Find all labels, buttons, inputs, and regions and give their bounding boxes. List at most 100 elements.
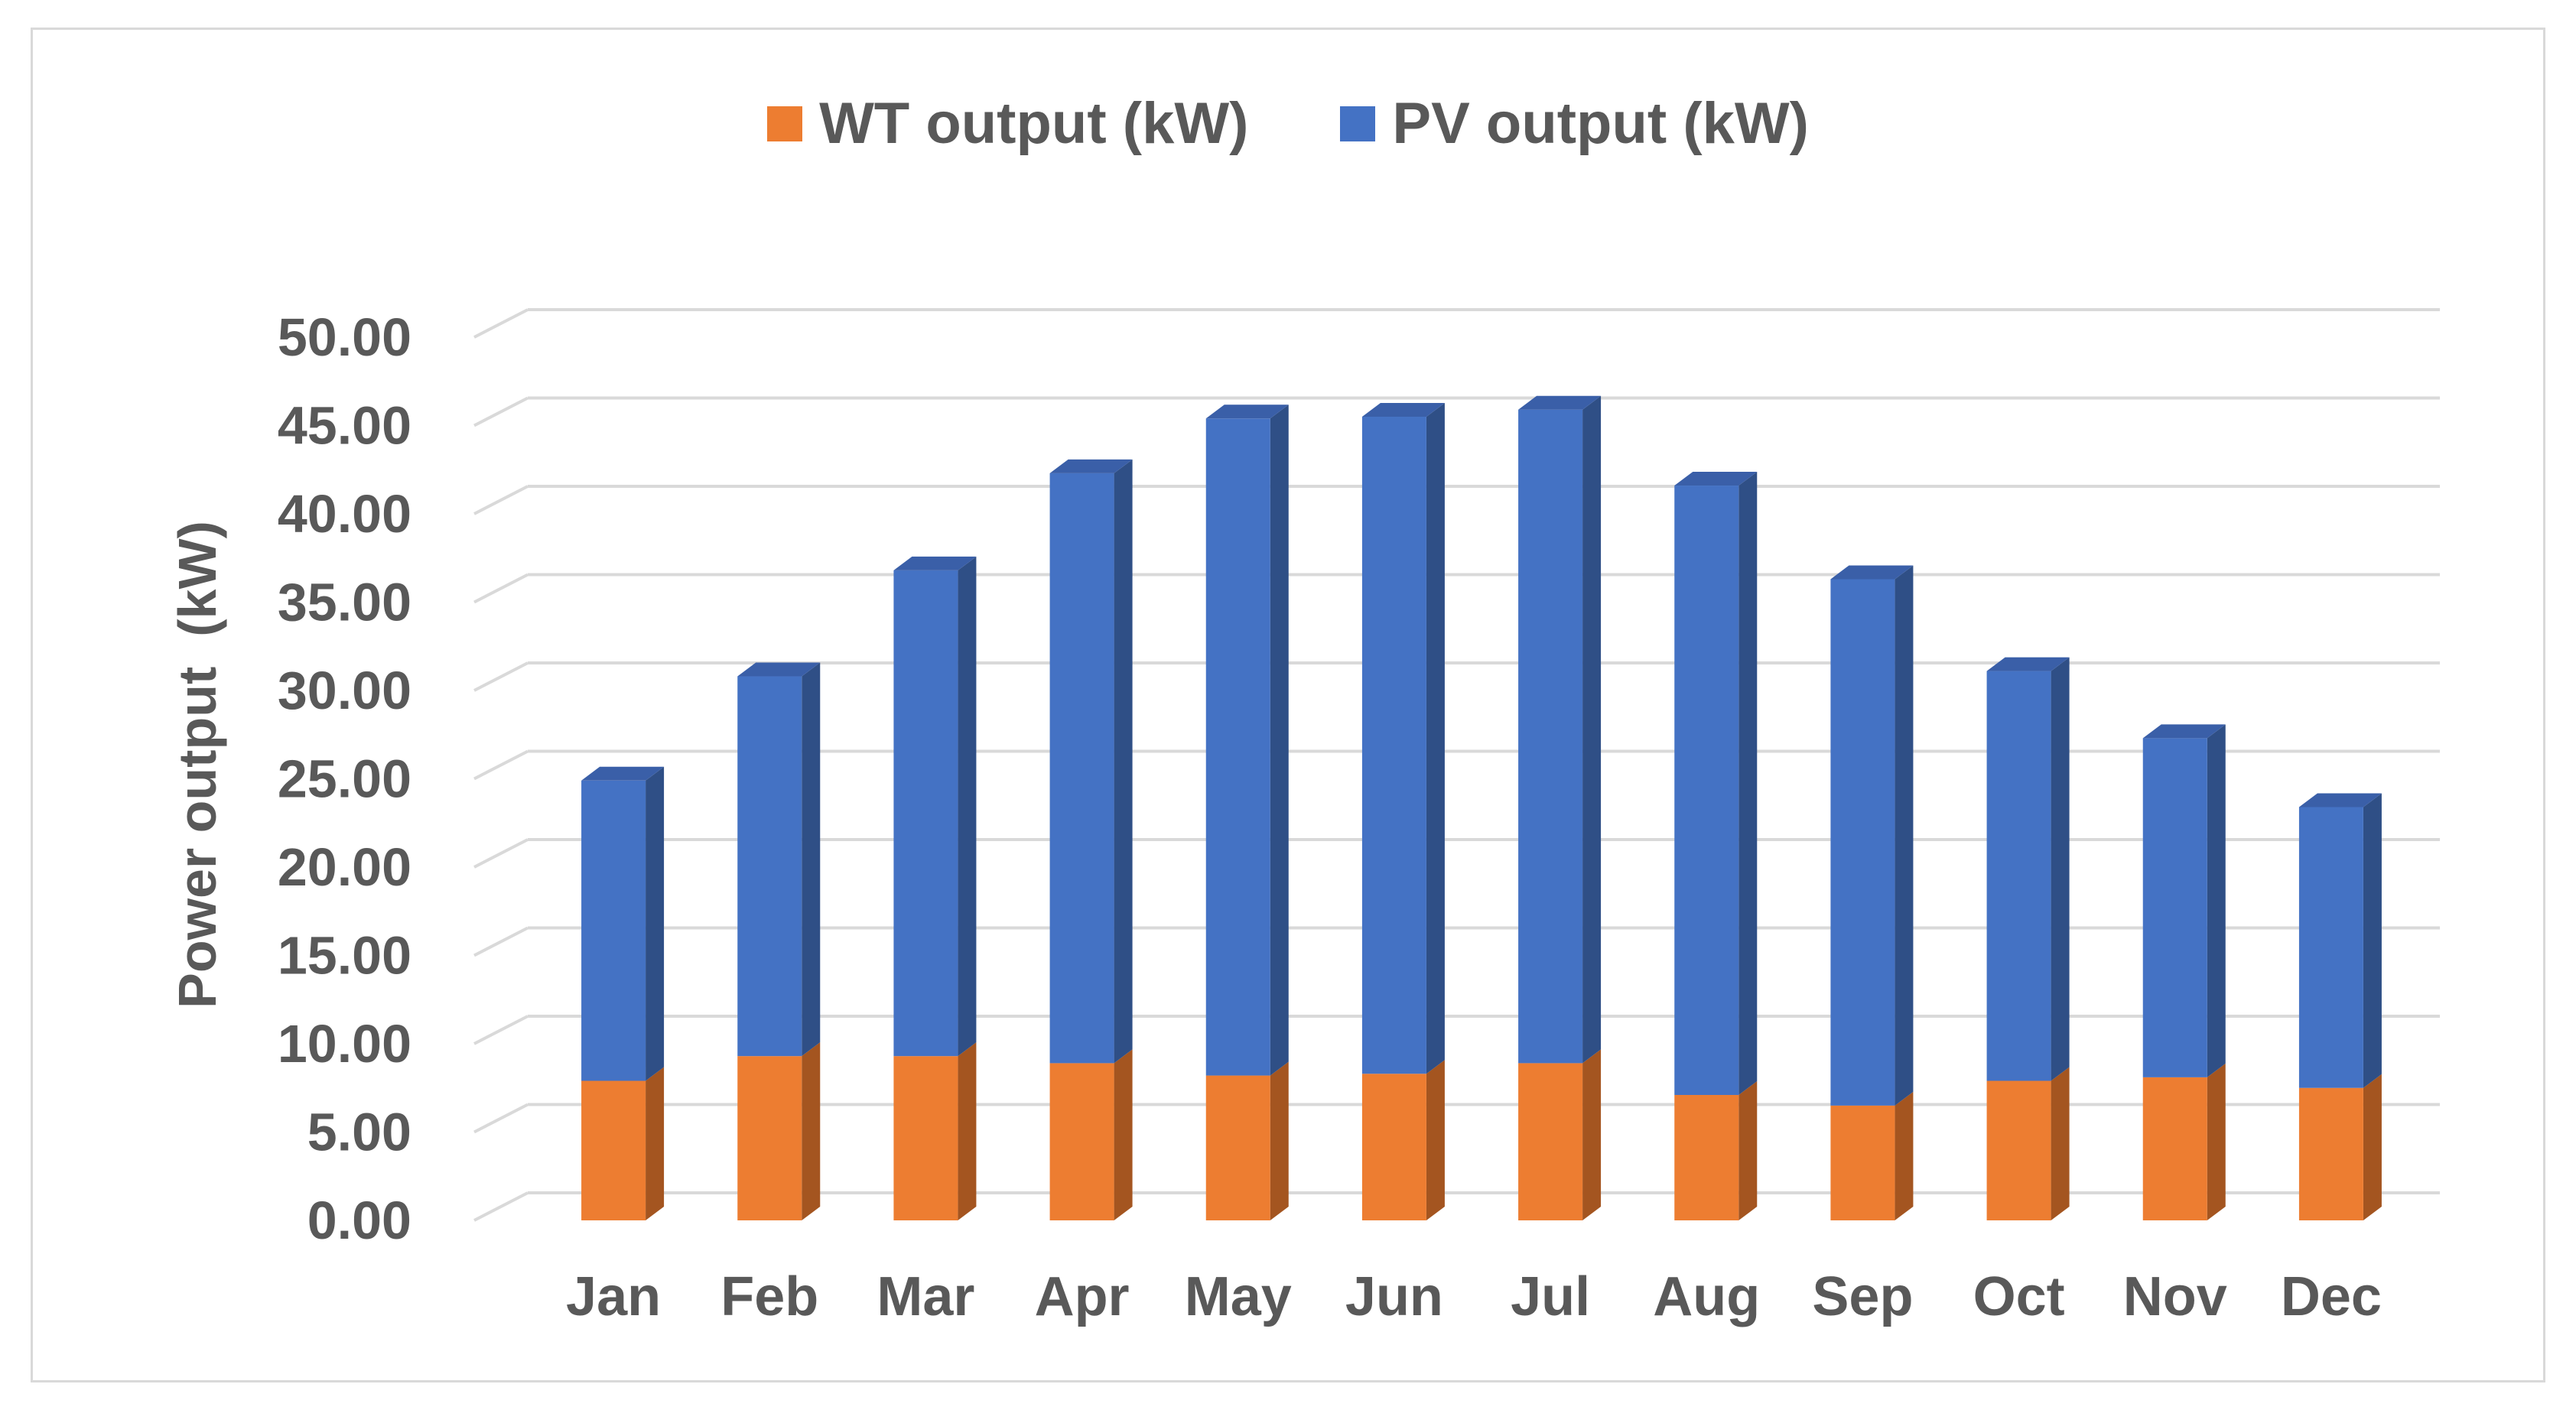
bar-top-pv [2142, 724, 2226, 739]
bar-top-pv [581, 766, 665, 781]
legend: WT output (kW) PV output (kW) [0, 90, 2576, 157]
bar-top-pv [1986, 657, 2070, 671]
y-axis-label: Power output (kW) [168, 521, 227, 1009]
bar-wt [1518, 1063, 1583, 1220]
bar-top-pv [737, 662, 821, 677]
y-tick-label: 40.00 [278, 484, 411, 544]
bar-top-pv [2298, 793, 2382, 807]
bar-pv [1049, 473, 1114, 1064]
bar-top-pv [1830, 565, 1914, 580]
bar-side-pv [646, 766, 665, 1081]
y-tick-label: 15.00 [278, 926, 411, 986]
bar-pv [1986, 671, 2051, 1081]
gridline-depth [473, 749, 529, 781]
bar-side-pv [1738, 472, 1758, 1095]
gridline-depth [473, 396, 529, 427]
gridline-depth [473, 1103, 529, 1134]
bar-side-pv [1114, 459, 1133, 1064]
y-tick-label: 25.00 [278, 749, 411, 809]
bar-top-pv [893, 556, 977, 570]
bar-side-wt [1114, 1049, 1133, 1220]
bar-wt [1830, 1105, 1895, 1220]
y-tick-label: 10.00 [278, 1014, 411, 1074]
bar-side-wt [1582, 1049, 1602, 1220]
y-tick-label: 0.00 [307, 1191, 411, 1250]
bar-side-wt [1270, 1061, 1289, 1220]
x-tick-label: Dec [2281, 1266, 2382, 1327]
bar-side-pv [1895, 565, 1914, 1106]
x-tick-label: Sep [1812, 1266, 1913, 1327]
bar-side-wt [2051, 1067, 2070, 1220]
y-tick-label: 30.00 [278, 661, 411, 720]
bar-side-wt [2207, 1063, 2226, 1220]
bar-pv [2298, 807, 2363, 1088]
bar-wt [581, 1080, 646, 1220]
x-tick-label: Mar [877, 1266, 974, 1327]
legend-item-pv: PV output (kW) [1340, 90, 1809, 157]
legend-swatch-pv [1340, 106, 1376, 141]
legend-item-wt: WT output (kW) [767, 90, 1248, 157]
y-tick-label: 5.00 [307, 1103, 411, 1162]
bar-side-pv [1582, 395, 1602, 1064]
bar-pv [1518, 409, 1583, 1064]
gridline-depth [473, 485, 529, 515]
bar-pv [581, 780, 646, 1081]
gridline-depth [473, 926, 529, 957]
bar-side-wt [958, 1042, 977, 1220]
bar-side-wt [802, 1042, 821, 1220]
bar-side-wt [1895, 1091, 1914, 1220]
gridline-depth [473, 308, 529, 339]
bar-pv [1674, 486, 1739, 1095]
bar-side-pv [2051, 657, 2070, 1081]
x-tick-label: Nov [2123, 1266, 2227, 1327]
bar-wt [893, 1056, 958, 1220]
bar-pv [1205, 418, 1270, 1076]
x-tick-label: Jul [1511, 1266, 1590, 1327]
gridline-depth [473, 1191, 529, 1222]
bar-top-pv [1518, 395, 1602, 410]
gridline-depth [473, 573, 529, 604]
bar-top-pv [1361, 402, 1445, 417]
bar-wt [1674, 1094, 1739, 1220]
bar-side-wt [2363, 1074, 2382, 1220]
bar-side-pv [802, 662, 821, 1057]
x-tick-label: Oct [1973, 1266, 2065, 1327]
y-tick-label: 50.00 [278, 307, 411, 367]
x-tick-label: Feb [720, 1266, 818, 1327]
x-tick-label: May [1185, 1266, 1292, 1327]
bar-pv [1361, 416, 1426, 1074]
x-tick-label: Apr [1035, 1266, 1130, 1327]
bar-top-pv [1674, 472, 1758, 486]
bar-wt [737, 1056, 802, 1220]
legend-label-wt: WT output (kW) [819, 91, 1249, 156]
bar-side-wt [1738, 1080, 1758, 1220]
gridline-depth [473, 838, 529, 869]
bar-side-pv [1426, 402, 1445, 1074]
bar-side-pv [2363, 793, 2382, 1088]
bar-wt [2298, 1087, 2363, 1220]
bar-side-pv [958, 556, 977, 1057]
bar-side-pv [1270, 404, 1289, 1076]
y-tick-label: 45.00 [278, 396, 411, 456]
y-tick-label: 35.00 [278, 573, 411, 632]
bar-wt [1361, 1074, 1426, 1220]
x-tick-label: Jan [566, 1266, 661, 1327]
bar-pv [2142, 738, 2207, 1077]
x-tick-label: Aug [1653, 1266, 1760, 1327]
gridline-depth [473, 661, 529, 692]
legend-label-pv: PV output (kW) [1392, 91, 1809, 156]
bar-wt [1205, 1075, 1270, 1220]
bar-side-wt [1426, 1060, 1445, 1220]
legend-swatch-wt [767, 106, 803, 141]
bar-top-pv [1205, 404, 1289, 419]
bar-pv [737, 676, 802, 1057]
bar-pv [893, 570, 958, 1057]
bar-wt [1049, 1063, 1114, 1220]
gridline-depth [473, 1015, 529, 1045]
bar-wt [1986, 1080, 2051, 1220]
bar-wt [2142, 1077, 2207, 1220]
x-tick-label: Jun [1345, 1266, 1443, 1327]
bar-pv [1830, 579, 1895, 1106]
bar-side-pv [2207, 724, 2226, 1077]
